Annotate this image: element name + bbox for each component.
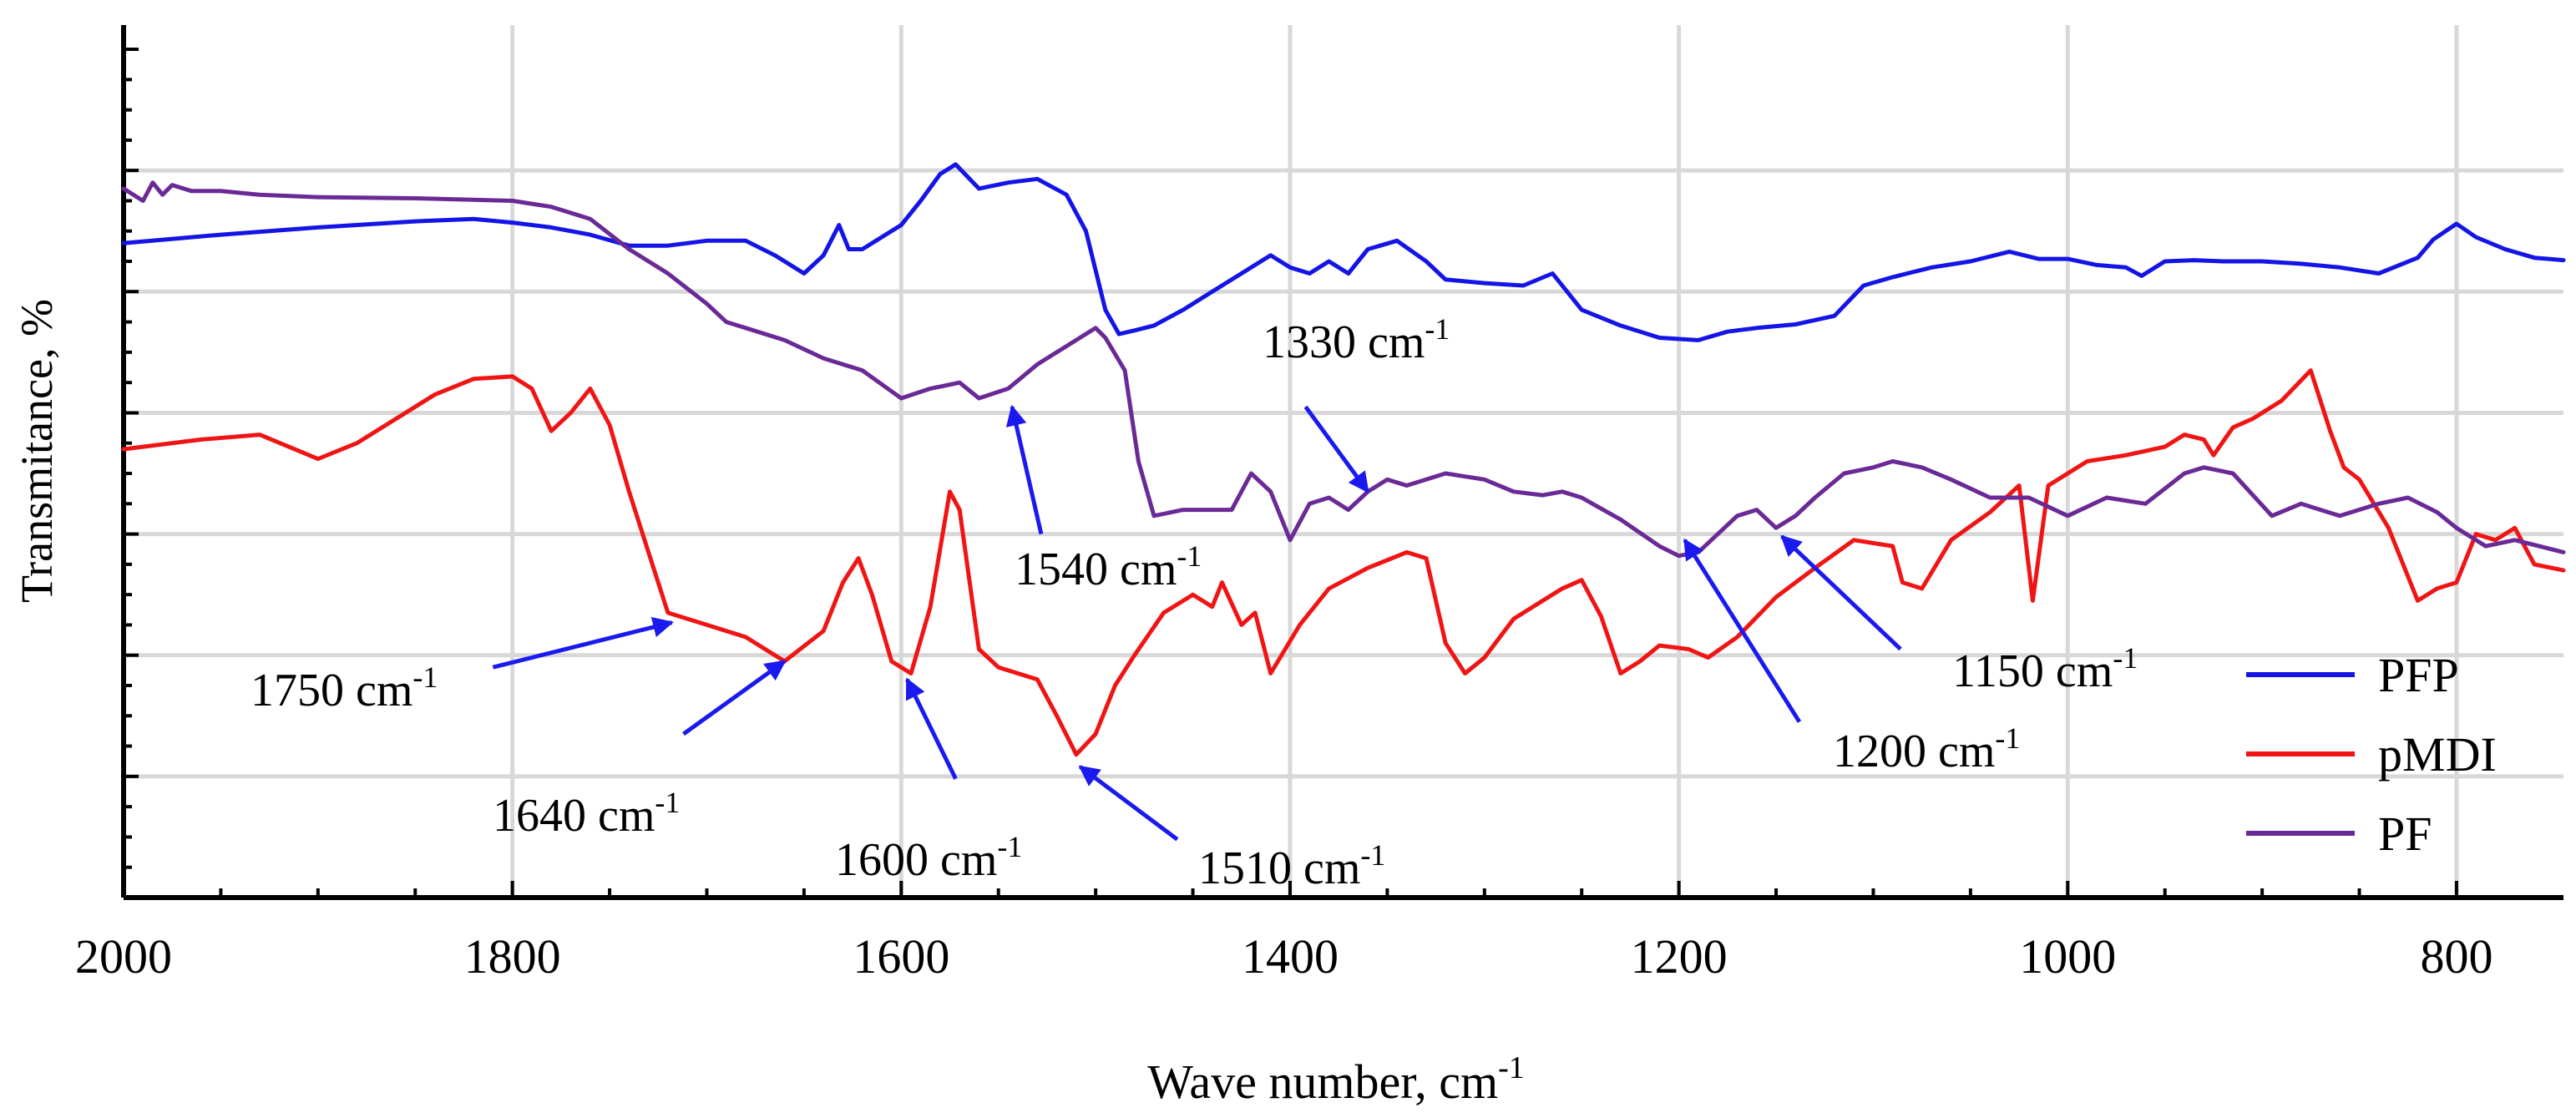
annotation-label: 1750 cm-1 <box>251 660 438 716</box>
annotation-arrow <box>905 677 958 780</box>
x-tick-label: 1400 <box>1242 929 1339 984</box>
x-tick-label: 1600 <box>853 929 949 984</box>
annotation-arrow <box>1780 534 1902 651</box>
annotation-label: 1600 cm-1 <box>835 830 1022 886</box>
x-tick-label: 2000 <box>75 929 172 984</box>
legend-label-pfp: PFP <box>2378 648 2459 702</box>
annotation-arrow <box>492 616 675 670</box>
annotation-label: 1510 cm-1 <box>1198 838 1385 894</box>
grid <box>124 25 2563 898</box>
series-line-pmdi <box>121 368 2566 757</box>
annotation-label: 1200 cm-1 <box>1833 721 2020 777</box>
plot-frame <box>121 25 2563 900</box>
x-tick-label: 1200 <box>1631 929 1728 984</box>
legend-label-pf: PF <box>2378 807 2432 861</box>
x-tick-label: 800 <box>2420 929 2492 984</box>
peak-annotations: 1750 cm-1 1640 cm-1 1600 cm-1 1510 cm-1 1540… <box>251 312 2138 894</box>
series-line-pf <box>121 180 2566 559</box>
x-ticks: 2000 1800 1600 1400 1200 1000 800 <box>75 881 2492 984</box>
x-tick-label: 1000 <box>2019 929 2116 984</box>
annotation-label: 1330 cm-1 <box>1263 312 1450 368</box>
annotation-label: 1150 cm-1 <box>1952 641 2138 697</box>
x-axis-label: Wave number, cm-1 <box>1147 1050 1524 1109</box>
annotation-arrow <box>682 659 787 736</box>
annotation-arrow <box>1303 405 1370 493</box>
legend: PFP pMDI PF <box>2246 648 2497 861</box>
annotation-arrow <box>1078 765 1179 842</box>
y-axis-label: Transmitance, % <box>12 299 62 603</box>
annotation-arrow <box>1005 404 1044 535</box>
annotation-arrow <box>1683 538 1802 723</box>
annotation-label: 1640 cm-1 <box>493 786 680 842</box>
x-tick-label: 1800 <box>464 929 561 984</box>
series-line-pfp <box>121 162 2566 342</box>
annotation-label: 1540 cm-1 <box>1015 539 1202 595</box>
legend-label-pmdi: pMDI <box>2378 727 2497 782</box>
